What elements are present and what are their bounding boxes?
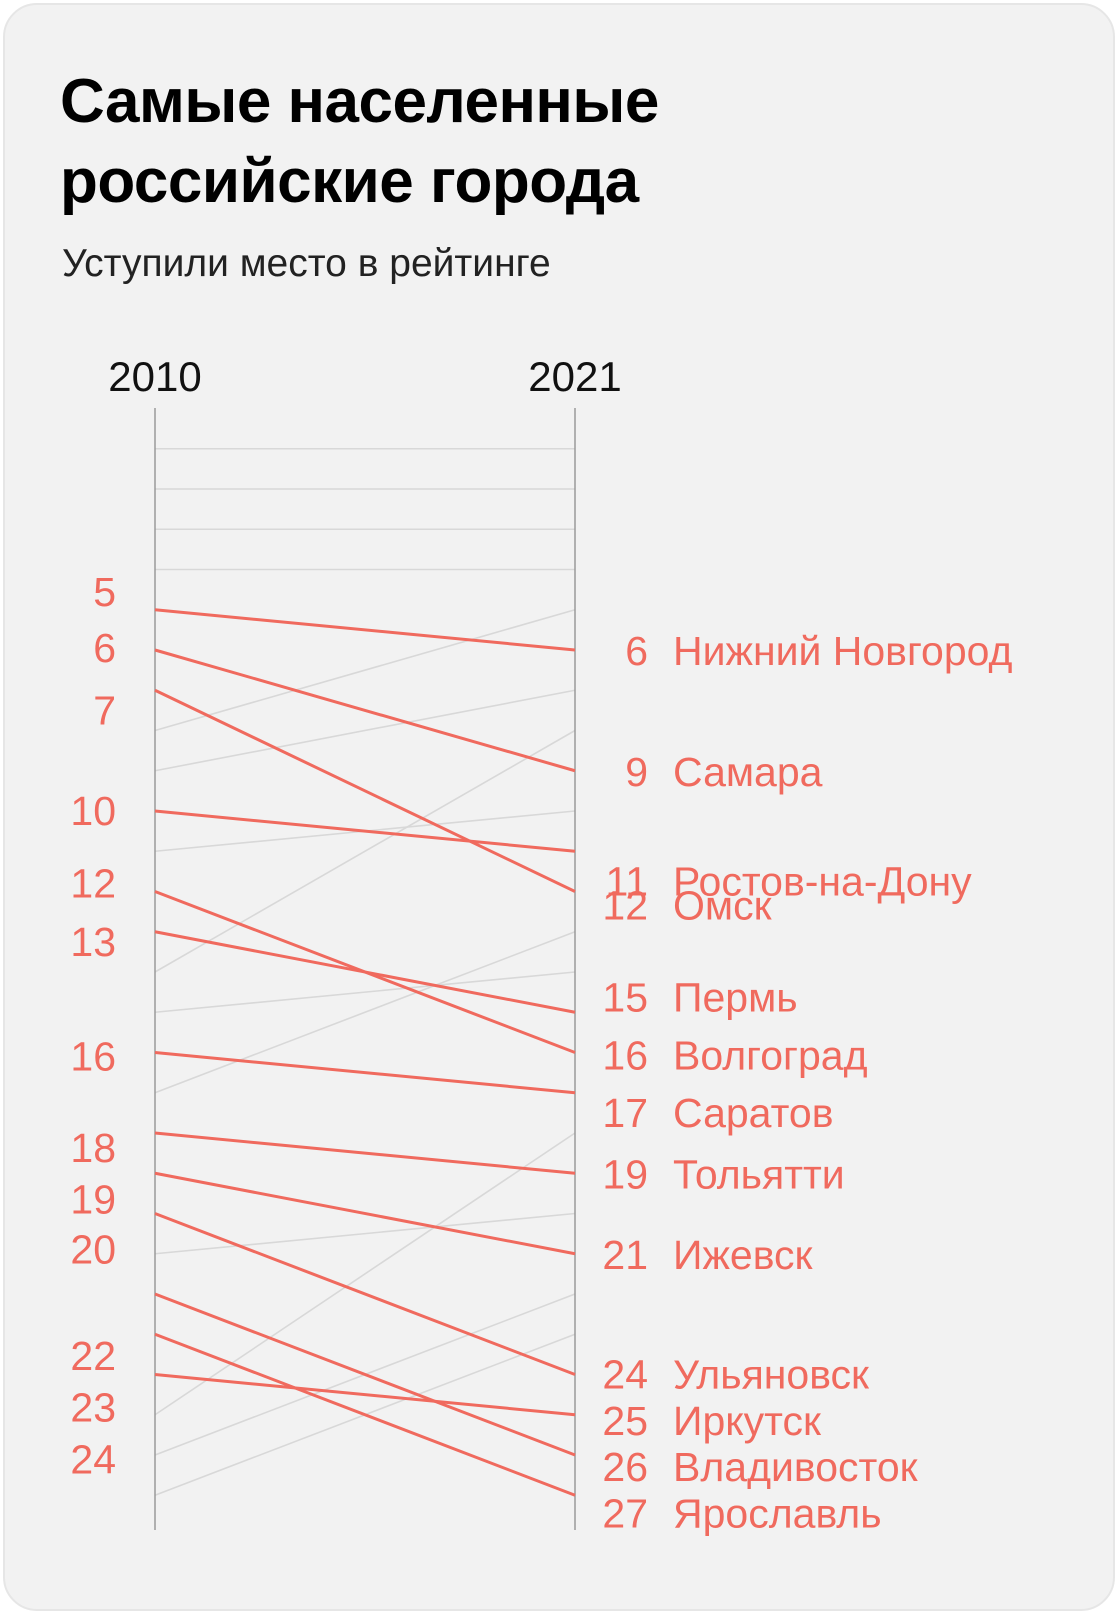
city-name-label: Иркутск [673,1398,822,1444]
other-city-line [154,729,576,973]
city-name-label: Самара [673,749,823,795]
other-city-line [154,931,576,1094]
city-name-label: Ульяновск [673,1352,870,1398]
rank-2021-label: 19 [602,1151,648,1197]
rank-2021-label: 9 [625,749,648,795]
city-name-label: Ярославль [673,1490,882,1536]
other-city-line [154,971,576,1014]
rank-2021-label: 15 [602,974,648,1020]
city-line [154,1051,576,1095]
rank-2021-label: 11 [605,858,648,904]
city-line [154,1332,576,1497]
city-line [154,809,576,853]
rank-2021-label: 16 [602,1033,648,1079]
rank-2021-label: 24 [602,1352,648,1398]
city-line [154,608,576,652]
other-city-line [154,689,576,772]
city-name-label: Тольятти [673,1151,845,1197]
rank-2010-label: 6 [93,625,116,671]
city-name-label: Волгоград [673,1033,868,1079]
rank-2010-label: 10 [70,788,116,834]
city-line [154,930,576,1014]
rank-2010-label: 5 [93,569,116,615]
city-name-label: Владивосток [673,1444,919,1490]
chart-card [3,3,1115,1611]
rank-2010-label: 13 [70,919,116,965]
chart-subtitle: Уступили место в рейтинге [62,242,551,285]
other-city-line [154,608,576,732]
city-name-label: Ижевск [673,1232,814,1278]
rank-2010-label: 18 [70,1125,116,1171]
highlighted-cities-lines [154,608,576,1497]
rank-2010-label: 24 [70,1437,116,1483]
city-name-label: Омск [673,883,773,929]
city-name-label: Пермь [673,974,798,1020]
rank-2010-label: 20 [70,1227,116,1273]
rank-2010-label: 12 [70,861,116,907]
chart-title: Самые населенные российские города [60,67,659,216]
rank-2010-label: 7 [93,687,116,733]
city-line [154,1373,576,1417]
other-city-line [154,1212,576,1255]
ranks-2021-with-names: 6 Нижний Новгород 9 Самара 12 Омск 11 Ростов-на… [602,628,1012,1536]
rank-2010-label: 23 [70,1384,116,1430]
rank-2021-label: 26 [602,1444,648,1490]
city-line [154,1212,576,1376]
city-line [154,1171,576,1256]
rank-2010-label: 19 [70,1176,116,1222]
axis-label-2021: 2021 [528,353,621,400]
city-line [154,1131,576,1175]
rank-2021-label: 17 [602,1090,648,1136]
ranks-2010: 5 6 7 10 12 13 16 18 19 20 22 23 24 [70,569,116,1483]
city-name-label: Саратов [673,1090,833,1136]
city-name-label: Нижний Новгород [673,628,1013,674]
other-city-line [154,1132,576,1416]
rank-2021-label: 27 [602,1490,648,1536]
rank-2021-label: 21 [602,1232,648,1278]
city-name-label: Ростов-на-Дону [673,858,972,904]
rank-2021-label: 6 [625,628,648,674]
rank-2021-label: 25 [602,1398,648,1444]
rank-2010-label: 16 [70,1034,116,1080]
rank-2021-label: 12 [602,883,648,929]
city-line [154,648,576,773]
axis-label-2010: 2010 [108,353,201,400]
other-cities-lines [154,447,576,1496]
city-line [154,1292,576,1457]
city-line [154,688,576,893]
rank-2010-label: 22 [70,1333,116,1379]
